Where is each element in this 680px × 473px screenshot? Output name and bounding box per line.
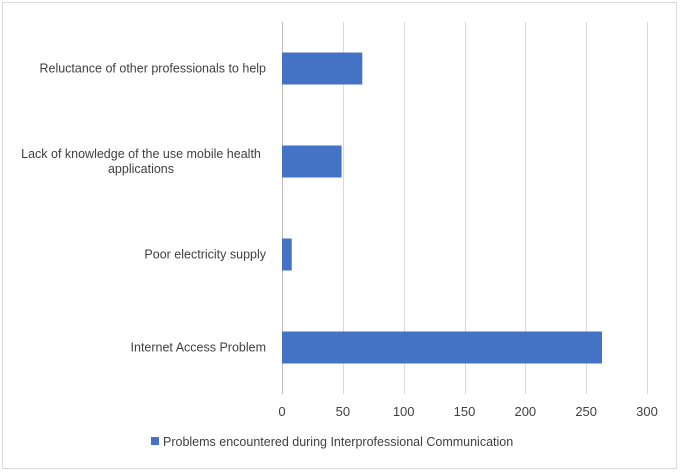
legend-label: Problems encountered during Interprofess…	[163, 435, 513, 449]
legend-swatch	[151, 437, 159, 445]
category-label: Lack of knowledge of the use mobile heal…	[21, 147, 261, 176]
category-label-line: Lack of knowledge of the use mobile heal…	[21, 147, 261, 161]
x-tick-label: 100	[393, 404, 415, 419]
x-tick-label: 200	[514, 404, 536, 419]
bar	[282, 331, 602, 364]
bar	[282, 238, 292, 271]
x-tick-label: 50	[336, 404, 350, 419]
category-label: Poor electricity supply	[144, 248, 266, 262]
x-tick-label: 300	[636, 404, 658, 419]
bars	[282, 52, 602, 364]
x-tick-label: 0	[278, 404, 285, 419]
bar	[282, 145, 342, 178]
category-labels: Reluctance of other professionals to hel…	[21, 62, 267, 355]
bar	[282, 52, 363, 85]
category-label: Reluctance of other professionals to hel…	[39, 62, 266, 76]
x-tick-label: 250	[575, 404, 597, 419]
category-label-line: Poor electricity supply	[144, 248, 266, 262]
category-label-line: Internet Access Problem	[131, 341, 266, 355]
x-axis-tick-labels: 0 50 100 150 200 250 300	[278, 404, 657, 419]
category-label-line: applications	[108, 162, 174, 176]
category-label-line: Reluctance of other professionals to hel…	[39, 62, 266, 76]
x-tick-label: 150	[454, 404, 476, 419]
category-label: Internet Access Problem	[131, 341, 266, 355]
legend: Problems encountered during Interprofess…	[151, 435, 513, 449]
